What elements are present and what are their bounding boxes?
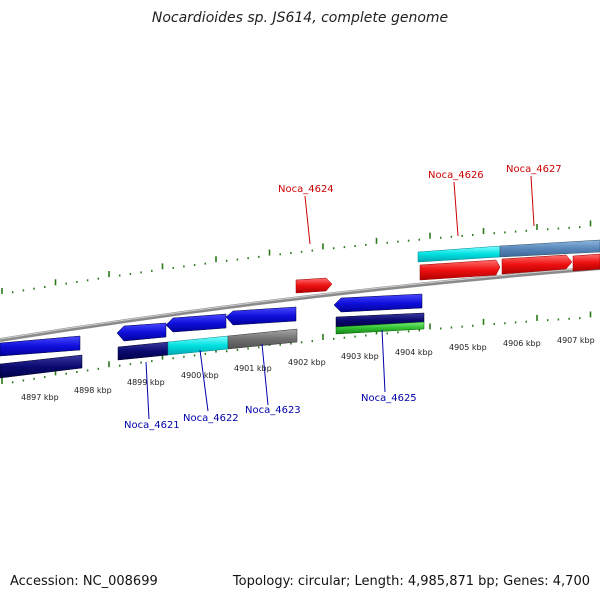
pointer-noca-4626: [453, 181, 459, 237]
label-noca-4625[interactable]: Noca_4625: [361, 393, 417, 404]
gene-noca-4622-arrow[interactable]: [165, 313, 227, 333]
gene-noca-4626-feature-cyan[interactable]: [417, 245, 501, 263]
gene-noca-4625-arrow[interactable]: [333, 293, 423, 313]
gene-next-forward[interactable]: [572, 253, 600, 272]
gene-noca-4627[interactable]: [501, 254, 573, 275]
pointer-noca-4625: [381, 329, 386, 393]
gene-noca-4627-feature-steel[interactable]: [499, 239, 600, 258]
scale-label-4900: 4900 kbp: [181, 371, 219, 380]
genome-summary: Topology: circular; Length: 4,985,871 bp…: [232, 574, 590, 589]
scale-label-4897: 4897 kbp: [21, 393, 59, 402]
label-noca-4622[interactable]: Noca_4622: [183, 413, 239, 424]
accession-label: Accession: NC_008699: [10, 574, 158, 589]
gene-noca-4626[interactable]: [419, 259, 501, 281]
gene-noca-4623-arrow[interactable]: [225, 306, 297, 326]
gene-prev-reverse[interactable]: [0, 335, 81, 357]
scale-label-4905: 4905 kbp: [449, 343, 487, 352]
scale-ticks-top: [1, 220, 592, 294]
scale-label-4903: 4903 kbp: [341, 352, 379, 361]
gene-noca-4624[interactable]: [295, 277, 333, 294]
pointer-noca-4623: [261, 343, 269, 406]
page-title: Nocardioides sp. JS614, complete genome: [151, 10, 449, 26]
pointer-noca-4621: [145, 361, 150, 420]
gene-noca-4625-feature-green[interactable]: [335, 321, 425, 335]
label-noca-4624[interactable]: Noca_4624: [278, 184, 334, 195]
gene-noca-4621-arrow[interactable]: [116, 322, 167, 342]
genome-backbone-highlight: [0, 266, 600, 340]
label-noca-4621[interactable]: Noca_4621: [124, 420, 180, 431]
scale-label-4898: 4898 kbp: [74, 386, 112, 395]
pointer-noca-4622: [199, 349, 209, 412]
scale-label-4907: 4907 kbp: [557, 336, 595, 345]
pointer-noca-4624: [304, 195, 311, 245]
gene-noca-4623[interactable]: [227, 328, 298, 350]
label-noca-4627[interactable]: Noca_4627: [506, 164, 562, 175]
scale-label-4902: 4902 kbp: [288, 358, 326, 367]
label-noca-4626[interactable]: Noca_4626: [428, 170, 484, 181]
genome-backbone: [0, 266, 600, 342]
label-noca-4623[interactable]: Noca_4623: [245, 405, 301, 416]
scale-label-4899: 4899 kbp: [127, 378, 165, 387]
gene-prev-reverse-feature[interactable]: [0, 354, 83, 379]
pointer-noca-4627: [530, 175, 535, 227]
gene-noca-4621[interactable]: [117, 341, 169, 361]
scale-label-4904: 4904 kbp: [395, 348, 433, 357]
scale-label-4906: 4906 kbp: [503, 339, 541, 348]
scale-label-4901: 4901 kbp: [234, 364, 272, 373]
gene-noca-4622[interactable]: [167, 335, 229, 356]
